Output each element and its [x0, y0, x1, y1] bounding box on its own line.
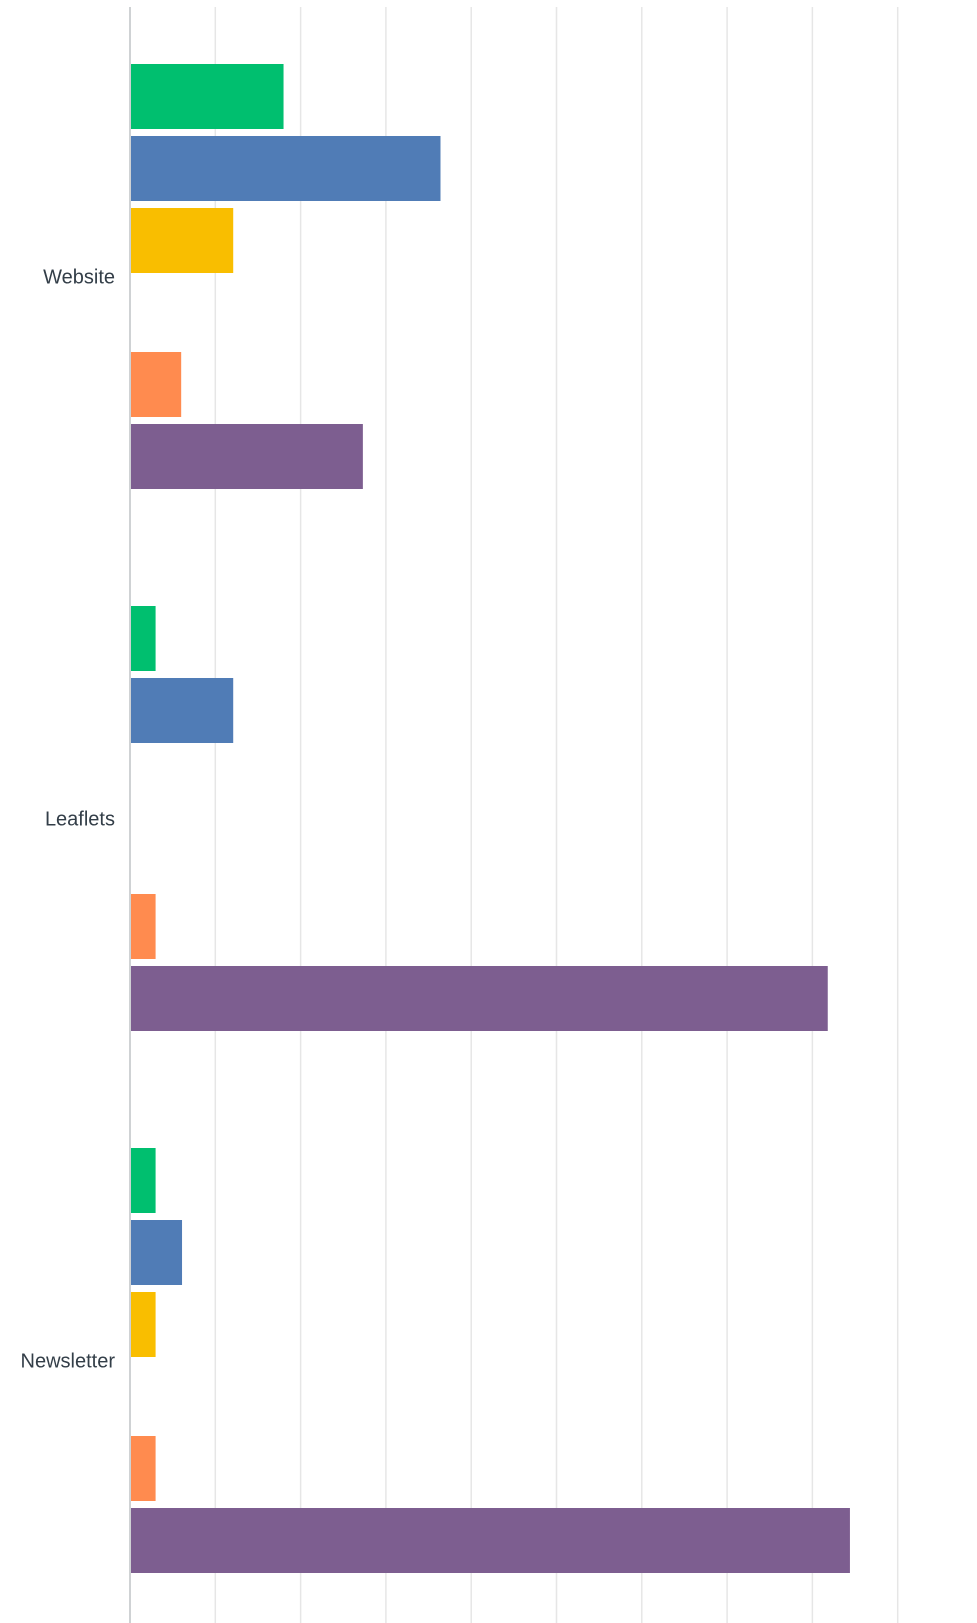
bar-website-series-2: [130, 136, 441, 201]
category-label-newsletter: Newsletter: [21, 1351, 116, 1373]
bar-website-series-5: [130, 352, 182, 417]
bar-newsletter-series-2: [130, 1220, 183, 1285]
grid-layer: [214, 7, 899, 1623]
bar-leaflets-series-1: [130, 606, 156, 671]
bar-leaflets-series-2: [130, 678, 234, 743]
bar-website-series-1: [130, 64, 284, 129]
bar-newsletter-series-6: [130, 1508, 850, 1573]
category-labels: Website Leaflets Newsletter: [21, 267, 116, 1373]
bar-website-series-3: [130, 208, 234, 273]
bar-newsletter-series-1: [130, 1148, 156, 1213]
bars-layer: [130, 64, 850, 1573]
bar-leaflets-series-5: [130, 894, 156, 959]
bar-website-series-6: [130, 424, 363, 489]
category-label-leaflets: Leaflets: [45, 809, 115, 831]
bar-newsletter-series-5: [130, 1436, 156, 1501]
category-label-website: Website: [43, 267, 115, 289]
bar-newsletter-series-3: [130, 1292, 156, 1357]
bar-leaflets-series-6: [130, 966, 828, 1031]
